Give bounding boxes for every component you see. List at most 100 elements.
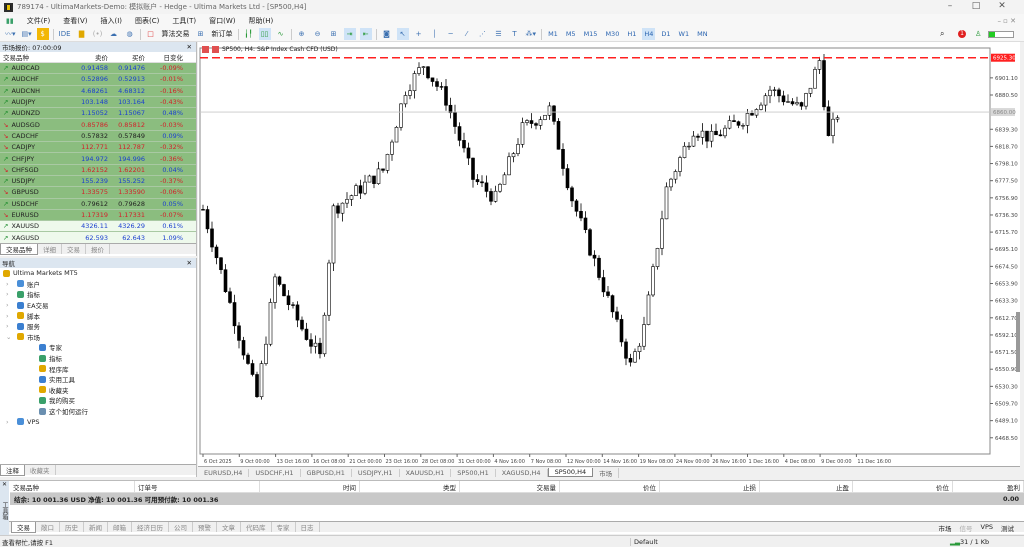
candlestick-icon[interactable]: ▯▯ [258, 28, 271, 40]
nav-item[interactable]: 收藏夹 [0, 385, 196, 396]
symbol-row[interactable]: ↘ CADJPY 112.771 112.787 -0.32% [0, 142, 196, 154]
menu-tools[interactable]: 工具(T) [172, 16, 197, 25]
profiles-icon[interactable]: ▤▾ [21, 30, 32, 38]
crosshair-icon[interactable]: + [415, 30, 422, 38]
nav-item[interactable]: › 账户 [0, 279, 196, 290]
expand-icon[interactable]: › [6, 301, 9, 310]
chart-tab[interactable]: 市场 [593, 467, 620, 478]
symbol-row[interactable]: ↗ USDCHF 0.79612 0.79628 0.05% [0, 198, 196, 210]
tf-h1[interactable]: H1 [627, 30, 637, 38]
menu-insert[interactable]: 插入(I) [100, 16, 123, 25]
nav-item[interactable]: › 服务 [0, 321, 196, 332]
price-chart[interactable]: 6901.10 6880.50 6839.30 6818.70 6798.10 6777.… [198, 42, 1020, 466]
expand-icon[interactable]: › [6, 417, 9, 426]
nav-item[interactable]: ⌄ 市场 [0, 332, 196, 343]
cursor-icon[interactable]: ↖ [396, 28, 409, 40]
symbol-row[interactable]: ↘ EURUSD 1.17319 1.17331 -0.07% [0, 209, 196, 222]
nav-item[interactable]: 程序库 [0, 363, 196, 374]
trade-col-header[interactable]: 类型 [360, 481, 460, 492]
symbol-row[interactable]: ↗ AUDCHF 0.52896 0.52913 -0.01% [0, 74, 196, 86]
nav-item[interactable]: 实用工具 [0, 374, 196, 385]
chart-tab[interactable]: XAGUSD,H4 [496, 468, 548, 477]
expand-icon[interactable]: › [6, 290, 9, 299]
chart-window[interactable]: 6901.10 6880.50 6839.30 6818.70 6798.10 6777.… [198, 42, 1020, 466]
symbol-row[interactable]: ↘ CHFSGD 1.62152 1.62201 0.04% [0, 164, 196, 176]
chart-tab[interactable]: USDJPY,H1 [352, 468, 400, 477]
community-icon[interactable]: ◍ [126, 30, 133, 38]
toolbox-tab[interactable]: 公司 [169, 522, 193, 532]
tf-mn[interactable]: MN [697, 30, 708, 38]
tf-h4[interactable]: H4 [642, 28, 656, 40]
trade-col-header[interactable]: 交易量 [460, 481, 560, 492]
expand-icon[interactable]: › [6, 279, 9, 288]
symbol-row[interactable]: ↘ CADCHF 0.57832 0.57849 0.09% [0, 130, 196, 143]
algo-trading-button[interactable]: 算法交易 [161, 30, 190, 38]
menu-window[interactable]: 窗口(W) [209, 16, 236, 25]
chart-shift-icon[interactable]: ⇤ [359, 28, 372, 40]
market-icon[interactable]: ▇ [78, 30, 85, 38]
tf-m5[interactable]: M5 [565, 30, 576, 38]
depth-icon[interactable] [212, 46, 219, 53]
toolbox-tab[interactable]: 代码库 [241, 522, 272, 532]
chart-tab[interactable]: SP500,H4 [547, 468, 594, 477]
menu-help[interactable]: 帮助(H) [248, 16, 274, 25]
symbol-row[interactable]: ↗ AUDCNH 4.68261 4.68312 -0.16% [0, 85, 196, 97]
screenshot-icon[interactable]: ◙ [383, 30, 390, 38]
toolbox-link[interactable]: VPS [980, 523, 994, 531]
one-click-icon[interactable] [202, 46, 209, 53]
maximize-button[interactable]: □ [971, 1, 981, 11]
toolbox-link[interactable]: 信号 [959, 525, 973, 533]
tf-m30[interactable]: M30 [605, 30, 620, 38]
tab-comments[interactable]: 注释 [0, 464, 25, 476]
tab-symbols[interactable]: 交易品种 [0, 243, 38, 255]
symbol-row[interactable]: ↗ XAUUSD 4326.11 4326.29 0.61% [0, 221, 196, 233]
tf-m15[interactable]: M15 [583, 30, 598, 38]
menu-file[interactable]: 文件(F) [26, 16, 51, 25]
symbol-row[interactable]: ↗ AUDCAD 0.91458 0.91476 -0.09% [0, 63, 196, 75]
toolbox-tab[interactable]: 专家 [272, 522, 296, 532]
close-icon[interactable]: ✕ [186, 43, 192, 51]
trade-col-header[interactable]: 时间 [260, 481, 360, 492]
close-icon[interactable]: ✕ [1, 481, 8, 488]
nav-item[interactable]: 我的购买 [0, 395, 196, 406]
nav-root[interactable]: Ultima Markets MT5 [0, 268, 196, 279]
notification-badge[interactable]: 1 [958, 30, 966, 38]
close-icon[interactable]: ✕ [186, 259, 192, 267]
payment-icon[interactable]: $ [36, 28, 49, 40]
chart-tab[interactable]: USDCHF,H1 [249, 468, 301, 477]
chart-tab[interactable]: EURUSD,H4 [198, 468, 250, 477]
toolbox-link[interactable]: 市场 [938, 525, 952, 533]
bar-chart-icon[interactable]: ╽╿ [244, 30, 253, 38]
trade-col-header[interactable]: 止盈 [760, 481, 853, 492]
tab-trading[interactable]: 交易 [62, 244, 86, 254]
col-change[interactable]: 日变化 [163, 54, 184, 62]
toolbox-link[interactable]: 测试 [1001, 525, 1014, 533]
tf-d1[interactable]: D1 [661, 30, 671, 38]
expand-icon[interactable]: › [6, 311, 9, 320]
trade-col-header[interactable]: 订单号 [135, 481, 260, 492]
trade-col-header[interactable]: 价位 [853, 481, 953, 492]
child-window-controls[interactable]: – ▫ ✕ [997, 16, 1016, 25]
tab-ticks[interactable]: 报价 [86, 244, 110, 254]
shapes-icon[interactable]: ⁂▾ [525, 30, 537, 38]
menu-view[interactable]: 查看(V) [63, 16, 88, 25]
symbol-row[interactable]: ↗ AUDNZD 1.15052 1.15067 0.48% [0, 108, 196, 120]
col-symbol[interactable]: 交易品种 [3, 54, 29, 62]
col-bid[interactable]: 卖价 [95, 54, 108, 62]
new-chart-icon[interactable]: 〰▾ [5, 30, 16, 38]
trendline-icon[interactable]: ⁄ [465, 30, 468, 38]
toolbox-tab[interactable]: 敞口 [36, 522, 60, 532]
search-icon[interactable]: ⌕ [940, 29, 945, 38]
channel-icon[interactable]: ⋰ [479, 30, 487, 38]
vertical-line-icon[interactable]: │ [432, 30, 437, 38]
tile-icon[interactable]: ⊞ [330, 30, 337, 38]
symbol-row[interactable]: ↗ AUDJPY 103.148 103.164 -0.43% [0, 96, 196, 109]
tab-favorites[interactable]: 收藏夹 [25, 465, 56, 475]
expand-icon[interactable]: › [6, 322, 9, 331]
tab-details[interactable]: 详细 [38, 244, 62, 254]
toolbox-tab[interactable]: 历史 [60, 522, 84, 532]
toolbox-tab[interactable]: 交易 [11, 521, 36, 533]
symbol-row[interactable]: ↗ CHFJPY 194.972 194.996 -0.36% [0, 153, 196, 165]
text-icon[interactable]: T [512, 30, 517, 38]
symbol-row[interactable]: ↘ GBPUSD 1.33575 1.33590 -0.06% [0, 187, 196, 199]
